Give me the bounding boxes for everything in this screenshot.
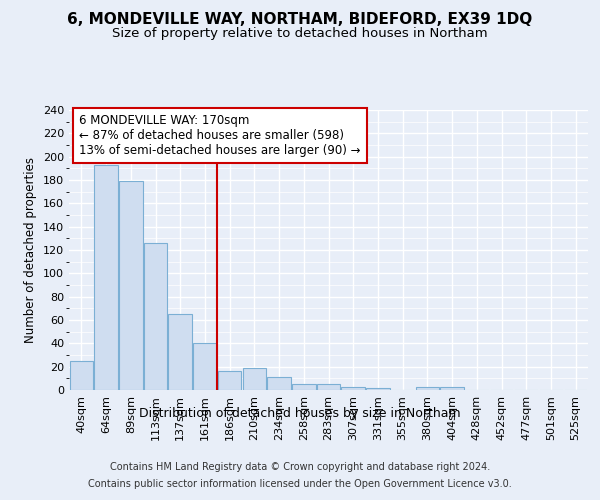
Bar bbox=[144, 243, 167, 390]
Bar bbox=[341, 386, 365, 390]
Bar bbox=[268, 377, 291, 390]
Bar bbox=[440, 386, 464, 390]
Y-axis label: Number of detached properties: Number of detached properties bbox=[25, 157, 37, 343]
Bar bbox=[70, 361, 93, 390]
Text: Contains public sector information licensed under the Open Government Licence v3: Contains public sector information licen… bbox=[88, 479, 512, 489]
Bar bbox=[193, 344, 217, 390]
Bar bbox=[94, 165, 118, 390]
Bar bbox=[119, 181, 143, 390]
Bar bbox=[416, 386, 439, 390]
Bar bbox=[292, 384, 316, 390]
Text: 6, MONDEVILLE WAY, NORTHAM, BIDEFORD, EX39 1DQ: 6, MONDEVILLE WAY, NORTHAM, BIDEFORD, EX… bbox=[67, 12, 533, 28]
Bar bbox=[242, 368, 266, 390]
Bar bbox=[366, 388, 389, 390]
Bar bbox=[169, 314, 192, 390]
Text: Size of property relative to detached houses in Northam: Size of property relative to detached ho… bbox=[112, 28, 488, 40]
Text: Contains HM Land Registry data © Crown copyright and database right 2024.: Contains HM Land Registry data © Crown c… bbox=[110, 462, 490, 472]
Text: Distribution of detached houses by size in Northam: Distribution of detached houses by size … bbox=[139, 408, 461, 420]
Bar bbox=[317, 384, 340, 390]
Text: 6 MONDEVILLE WAY: 170sqm
← 87% of detached houses are smaller (598)
13% of semi-: 6 MONDEVILLE WAY: 170sqm ← 87% of detach… bbox=[79, 114, 361, 157]
Bar bbox=[218, 372, 241, 390]
